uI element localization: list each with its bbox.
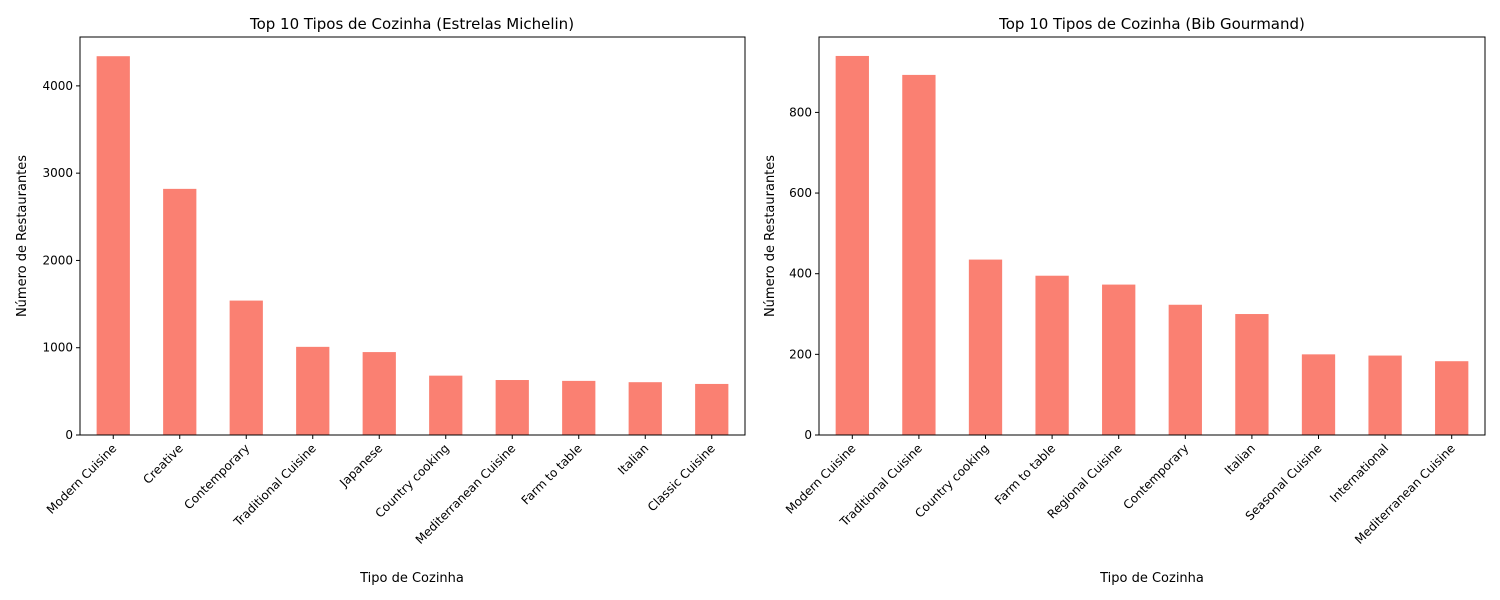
bar [163, 188, 197, 435]
bar [1235, 314, 1269, 435]
chart-title: Top 10 Tipos de Cozinha (Estrelas Michel… [249, 15, 574, 33]
y-tick-label: 600 [789, 186, 812, 200]
y-ticks: 0 1000 2000 3000 4000 [42, 79, 80, 442]
bar [902, 74, 936, 436]
plot-frame [818, 36, 1486, 436]
bar [628, 382, 662, 435]
y-axis-label: Número de Restaurantes [15, 155, 30, 317]
y-tick-label: 0 [804, 428, 812, 442]
bars [835, 55, 1469, 436]
bar [96, 56, 130, 436]
bar [968, 259, 1003, 435]
y-tick-label: 200 [789, 347, 812, 361]
bar [495, 380, 529, 435]
bar [229, 300, 263, 435]
y-tick-label: 1000 [42, 341, 73, 355]
plot-frame [79, 36, 746, 436]
bar [429, 375, 463, 435]
bar [835, 55, 869, 435]
bar [296, 346, 330, 435]
bar [562, 380, 596, 435]
bar [1301, 354, 1336, 435]
x-axis-label: Tipo de Cozinha [359, 571, 464, 586]
bar [362, 352, 396, 435]
y-tick-label: 2000 [42, 253, 73, 267]
y-ticks: 0 200 400 600 800 [789, 105, 819, 442]
bar [1102, 284, 1136, 435]
bar [1435, 361, 1469, 435]
bar [1368, 355, 1402, 435]
bar [1168, 304, 1202, 435]
bar [1035, 275, 1069, 435]
x-axis-label: Tipo de Cozinha [1099, 571, 1204, 586]
y-tick-label: 0 [65, 428, 73, 442]
bar [695, 383, 729, 435]
y-tick-label: 4000 [42, 79, 73, 93]
chart-title: Top 10 Tipos de Cozinha (Bib Gourmand) [998, 15, 1305, 33]
y-tick-label: 800 [789, 105, 812, 119]
y-axis-label: Número de Restaurantes [763, 155, 778, 317]
y-tick-label: 3000 [42, 166, 73, 180]
bars [96, 56, 729, 436]
y-tick-label: 400 [789, 267, 812, 281]
